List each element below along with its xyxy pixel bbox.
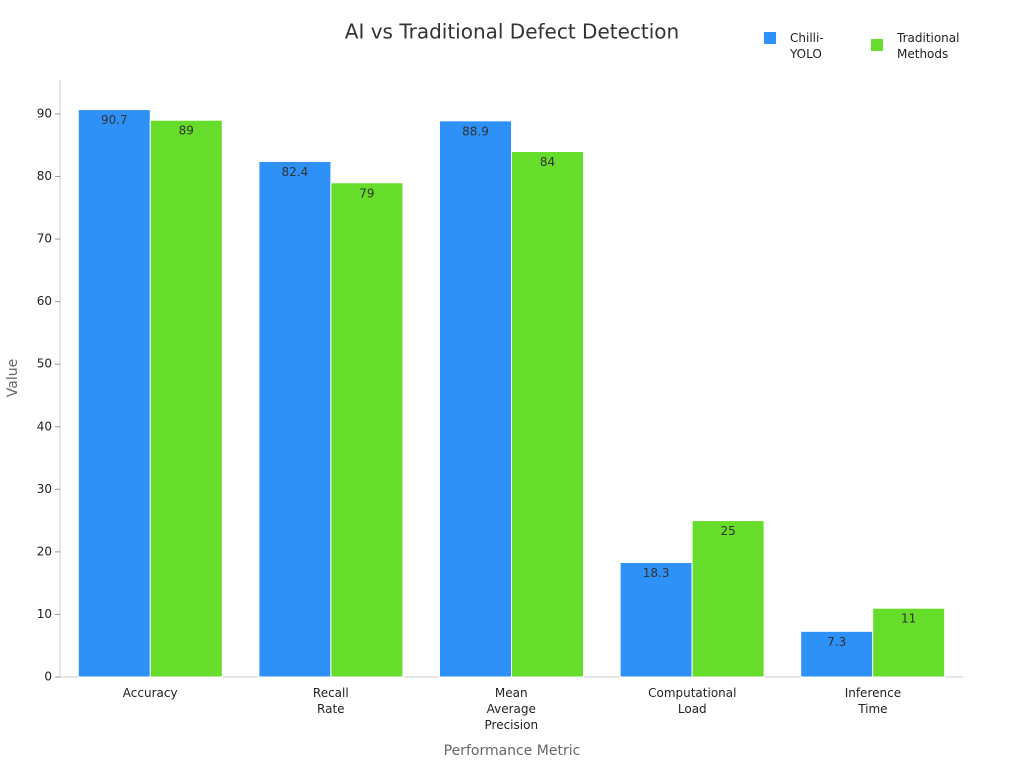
- y-tick-label: 30: [37, 482, 52, 496]
- value-label: 88.9: [462, 124, 489, 138]
- legend-label: Traditional Methods: [897, 31, 960, 61]
- value-label: 90.7: [101, 113, 128, 127]
- x-tick-label: Accuracy: [122, 686, 178, 700]
- value-label: 7.3: [827, 635, 846, 649]
- chart-title: AI vs Traditional Defect Detection: [345, 20, 679, 44]
- y-tick-label: 40: [37, 419, 52, 433]
- bar: [149, 119, 223, 678]
- value-label: 82.4: [282, 165, 309, 179]
- value-label: 11: [901, 612, 916, 626]
- legend-swatch: [764, 32, 776, 44]
- y-tick-label: 70: [37, 232, 52, 246]
- y-tick-label: 50: [37, 357, 52, 371]
- y-tick-label: 20: [37, 544, 52, 558]
- y-tick-label: 80: [37, 169, 52, 183]
- legend-swatch: [871, 39, 883, 51]
- bar: [619, 562, 693, 678]
- x-tick-label: Recall Rate: [312, 686, 349, 716]
- y-tick-label: 90: [37, 106, 52, 120]
- value-label: 18.3: [643, 566, 670, 580]
- y-axis-label: Value: [5, 359, 21, 397]
- bar: [77, 109, 151, 678]
- y-tick-label: 60: [37, 294, 52, 308]
- bar: [691, 520, 765, 678]
- legend-label: Chilli-YOLO: [790, 31, 824, 61]
- x-tick-label: Computational Load: [648, 686, 737, 716]
- bar: [800, 630, 874, 678]
- value-label: 79: [359, 186, 374, 200]
- value-label: 89: [179, 124, 194, 138]
- bar: [872, 607, 946, 678]
- bar: [511, 150, 584, 678]
- x-axis-label: Performance Metric: [444, 743, 581, 759]
- y-tick-label: 0: [44, 670, 52, 684]
- bar: [258, 161, 332, 678]
- bar: [330, 182, 404, 678]
- value-label: 25: [720, 524, 735, 538]
- x-tick-label: Mean Average Precision: [484, 686, 539, 732]
- y-tick-label: 10: [37, 607, 52, 621]
- value-label: 84: [540, 155, 555, 169]
- bar: [439, 120, 512, 678]
- x-tick-label: Inference Time: [844, 686, 902, 716]
